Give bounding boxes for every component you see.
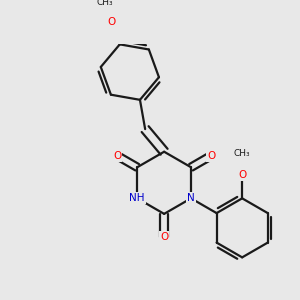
- Text: O: O: [160, 232, 168, 242]
- Text: CH₃: CH₃: [96, 0, 113, 7]
- Text: CH₃: CH₃: [234, 149, 250, 158]
- Text: O: O: [113, 151, 121, 160]
- Text: N: N: [187, 193, 195, 203]
- Text: O: O: [207, 151, 215, 160]
- Text: NH: NH: [130, 193, 145, 203]
- Text: O: O: [238, 170, 246, 180]
- Text: O: O: [108, 17, 116, 28]
